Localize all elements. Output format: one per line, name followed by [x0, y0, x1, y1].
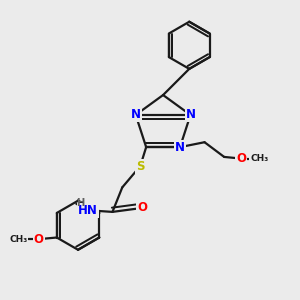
Text: CH₃: CH₃	[250, 154, 268, 163]
Text: O: O	[236, 152, 246, 165]
Text: H: H	[76, 198, 84, 208]
Text: HN: HN	[78, 204, 98, 217]
Text: O: O	[137, 201, 147, 214]
Text: N: N	[131, 108, 141, 122]
Text: S: S	[136, 160, 145, 172]
Text: CH₃: CH₃	[9, 235, 27, 244]
Text: O: O	[34, 233, 44, 246]
Text: N: N	[175, 141, 185, 154]
Text: N: N	[185, 108, 196, 122]
